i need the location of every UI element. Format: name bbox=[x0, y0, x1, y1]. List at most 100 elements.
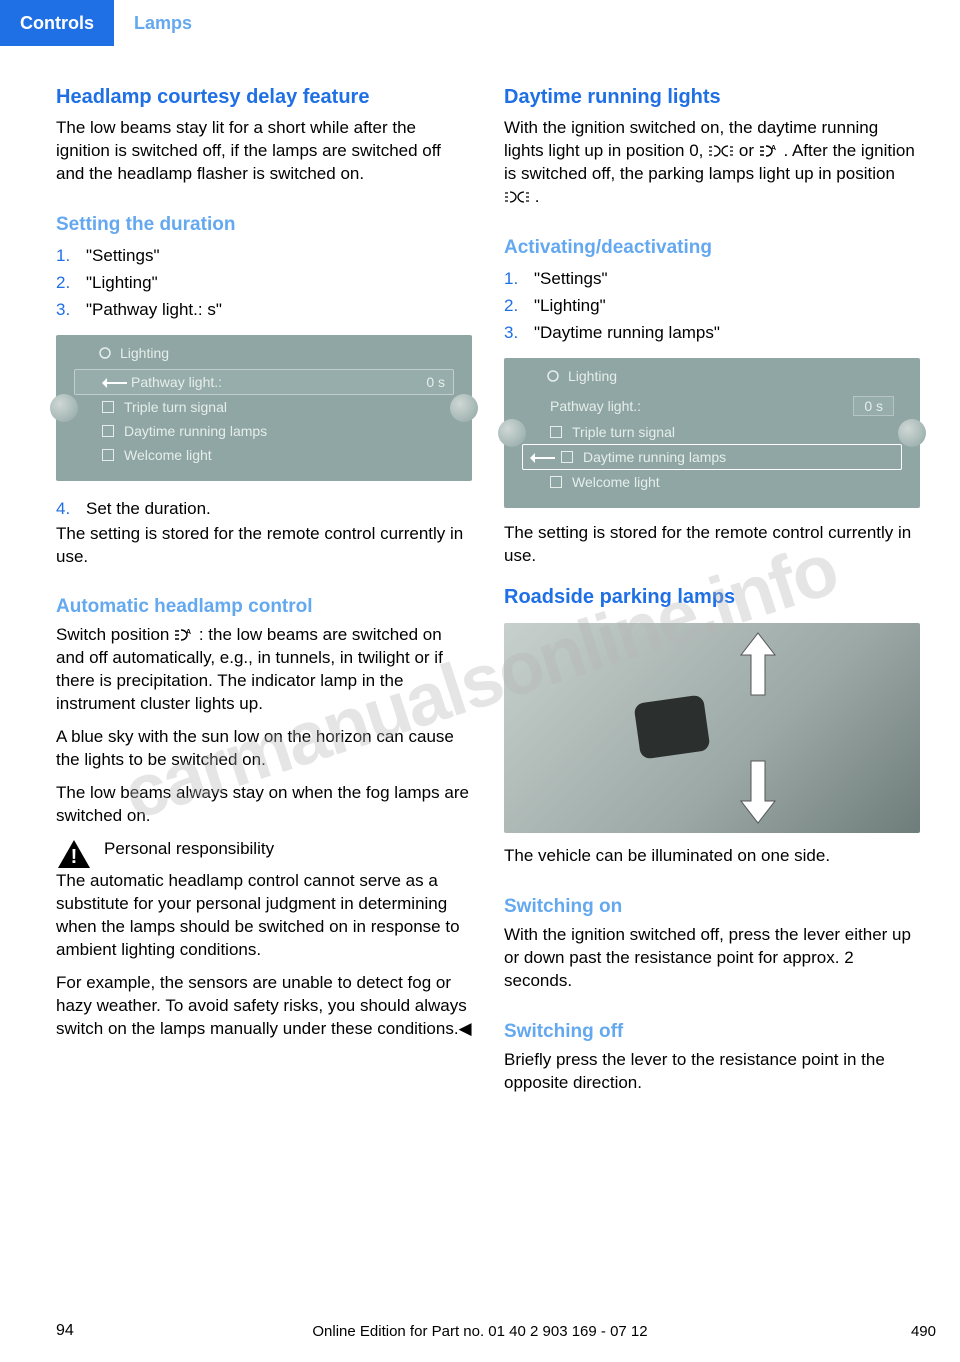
para-switching-off: Briefly press the lever to the resistanc… bbox=[504, 1049, 920, 1095]
checkbox-icon bbox=[102, 425, 114, 437]
footer-line: Online Edition for Part no. 01 40 2 903 … bbox=[0, 1323, 960, 1340]
auto-headlamp-icon: A bbox=[174, 628, 194, 642]
arrow-down-icon bbox=[737, 755, 779, 825]
parking-lamp-icon bbox=[504, 190, 530, 204]
idrive-title-text: Lighting bbox=[120, 345, 169, 361]
steps-activating: 1."Settings" 2."Lighting" 3."Daytime run… bbox=[504, 265, 920, 347]
para-drl-c: . bbox=[535, 187, 540, 206]
idrive-title: Lighting bbox=[98, 345, 454, 361]
checkbox-icon bbox=[102, 449, 114, 461]
steps-duration-cont: 4.Set the duration. bbox=[56, 495, 472, 522]
idrive-screen-pathway: Lighting Pathway light.: 0 s Triple turn… bbox=[56, 335, 472, 481]
idrive-pathway-label: Pathway light.: bbox=[131, 374, 222, 390]
warning-block: ! Personal responsibility bbox=[56, 838, 472, 870]
roadside-photo bbox=[504, 623, 920, 833]
step-r1: 1."Settings" bbox=[504, 265, 920, 292]
checkbox-icon bbox=[102, 401, 114, 413]
idrive-row-triple: Triple turn signal bbox=[522, 420, 902, 444]
para-drl-mid: or bbox=[739, 141, 759, 160]
pointer-arrow-icon bbox=[103, 382, 127, 384]
page-header: Controls Lamps bbox=[0, 0, 960, 46]
idrive-welcome-text: Welcome light bbox=[572, 474, 660, 490]
idrive-pathway-value: 0 s bbox=[426, 374, 445, 390]
idrive-row-pathway: Pathway light.: 0 s bbox=[522, 392, 902, 420]
idrive-title-text: Lighting bbox=[568, 368, 617, 384]
idrive-row-welcome: Welcome light bbox=[522, 470, 902, 494]
header-tab-lamps: Lamps bbox=[114, 0, 212, 46]
step-3: 3."Pathway light.: s" bbox=[56, 296, 472, 323]
step-2-text: "Lighting" bbox=[86, 269, 158, 296]
step-4-text: Set the duration. bbox=[86, 495, 211, 522]
idrive-triple-text: Triple turn signal bbox=[572, 424, 675, 440]
step-2: 2."Lighting" bbox=[56, 269, 472, 296]
checkbox-icon bbox=[550, 426, 562, 438]
warning-title: Personal responsibility bbox=[104, 838, 274, 861]
svg-text:A: A bbox=[771, 145, 776, 152]
lever-shape bbox=[634, 694, 711, 759]
para-auto3: The low beams always stay on when the fo… bbox=[56, 782, 472, 828]
footer-right: 490 bbox=[911, 1323, 936, 1340]
heading-roadside: Roadside parking lamps bbox=[504, 586, 920, 609]
heading-switching-on: Switching on bbox=[504, 896, 920, 918]
step-r2-text: "Lighting" bbox=[534, 292, 606, 319]
checkbox-icon bbox=[561, 451, 573, 463]
idrive-row-triple: Triple turn signal bbox=[74, 395, 454, 419]
para-auto1: Switch position A : the low beams are sw… bbox=[56, 624, 472, 716]
idrive-knob-left-icon bbox=[498, 419, 526, 447]
idrive-drl-text: Daytime running lamps bbox=[583, 449, 726, 465]
idrive-drl-text: Daytime running lamps bbox=[124, 423, 267, 439]
para-drl: With the ignition switched on, the dayti… bbox=[504, 117, 920, 209]
parking-lamp-icon bbox=[708, 144, 734, 158]
para-courtesy: The low beams stay lit for a short while… bbox=[56, 117, 472, 186]
auto-headlamp-icon: A bbox=[759, 144, 779, 158]
idrive-pathway-label: Pathway light.: bbox=[550, 398, 641, 414]
svg-text:!: ! bbox=[71, 846, 78, 868]
idrive-row-pathway: Pathway light.: 0 s bbox=[74, 369, 454, 395]
para-switching-on: With the ignition switched off, press th… bbox=[504, 924, 920, 993]
heading-drl: Daytime running lights bbox=[504, 86, 920, 109]
idrive-row-welcome: Welcome light bbox=[74, 443, 454, 467]
para-auto2: A blue sky with the sun low on the horiz… bbox=[56, 726, 472, 772]
step-3-text: "Pathway light.: s" bbox=[86, 296, 222, 323]
idrive-triple-text: Triple turn signal bbox=[124, 399, 227, 415]
arrow-up-icon bbox=[737, 631, 779, 701]
left-column: Headlamp courtesy delay feature The low … bbox=[56, 86, 472, 1105]
step-r3: 3."Daytime running lamps" bbox=[504, 319, 920, 346]
idrive-pathway-value: 0 s bbox=[853, 396, 894, 416]
para-stored-r: The setting is stored for the remote con… bbox=[504, 522, 920, 568]
idrive-knob-right-icon bbox=[898, 419, 926, 447]
idrive-screen-drl: Lighting Pathway light.: 0 s Triple turn… bbox=[504, 358, 920, 508]
heading-setting-duration: Setting the duration bbox=[56, 214, 472, 236]
checkbox-icon bbox=[550, 476, 562, 488]
step-1-text: "Settings" bbox=[86, 242, 160, 269]
warning-triangle-icon: ! bbox=[56, 838, 92, 870]
idrive-knob-right-icon bbox=[450, 394, 478, 422]
pointer-arrow-icon bbox=[531, 457, 555, 459]
idrive-row-drl: Daytime running lamps bbox=[74, 419, 454, 443]
para-roadside-caption: The vehicle can be illuminated on one si… bbox=[504, 845, 920, 868]
warning-para2: For example, the sensors are unable to d… bbox=[56, 972, 472, 1041]
step-r1-text: "Settings" bbox=[534, 265, 608, 292]
lighting-icon bbox=[546, 369, 560, 383]
warning-para1: The automatic headlamp control cannot se… bbox=[56, 870, 472, 962]
step-r3-text: "Daytime running lamps" bbox=[534, 319, 720, 346]
header-tab-controls: Controls bbox=[0, 0, 114, 46]
idrive-welcome-text: Welcome light bbox=[124, 447, 212, 463]
content-area: Headlamp courtesy delay feature The low … bbox=[0, 46, 960, 1105]
lighting-icon bbox=[98, 346, 112, 360]
step-1: 1."Settings" bbox=[56, 242, 472, 269]
right-column: Daytime running lights With the ignition… bbox=[504, 86, 920, 1105]
idrive-knob-left-icon bbox=[50, 394, 78, 422]
para-auto1-a: Switch position bbox=[56, 625, 174, 644]
steps-duration: 1."Settings" 2."Lighting" 3."Pathway lig… bbox=[56, 242, 472, 324]
step-4: 4.Set the duration. bbox=[56, 495, 472, 522]
heading-auto-headlamp: Automatic headlamp control bbox=[56, 596, 472, 618]
heading-courtesy: Headlamp courtesy delay feature bbox=[56, 86, 472, 109]
heading-activating: Activating/deactivating bbox=[504, 237, 920, 259]
svg-text:A: A bbox=[186, 629, 191, 636]
step-r2: 2."Lighting" bbox=[504, 292, 920, 319]
idrive-row-drl-highlight: Daytime running lamps bbox=[522, 444, 902, 470]
para-stored: The setting is stored for the remote con… bbox=[56, 523, 472, 569]
heading-switching-off: Switching off bbox=[504, 1021, 920, 1043]
idrive-title: Lighting bbox=[546, 368, 902, 384]
